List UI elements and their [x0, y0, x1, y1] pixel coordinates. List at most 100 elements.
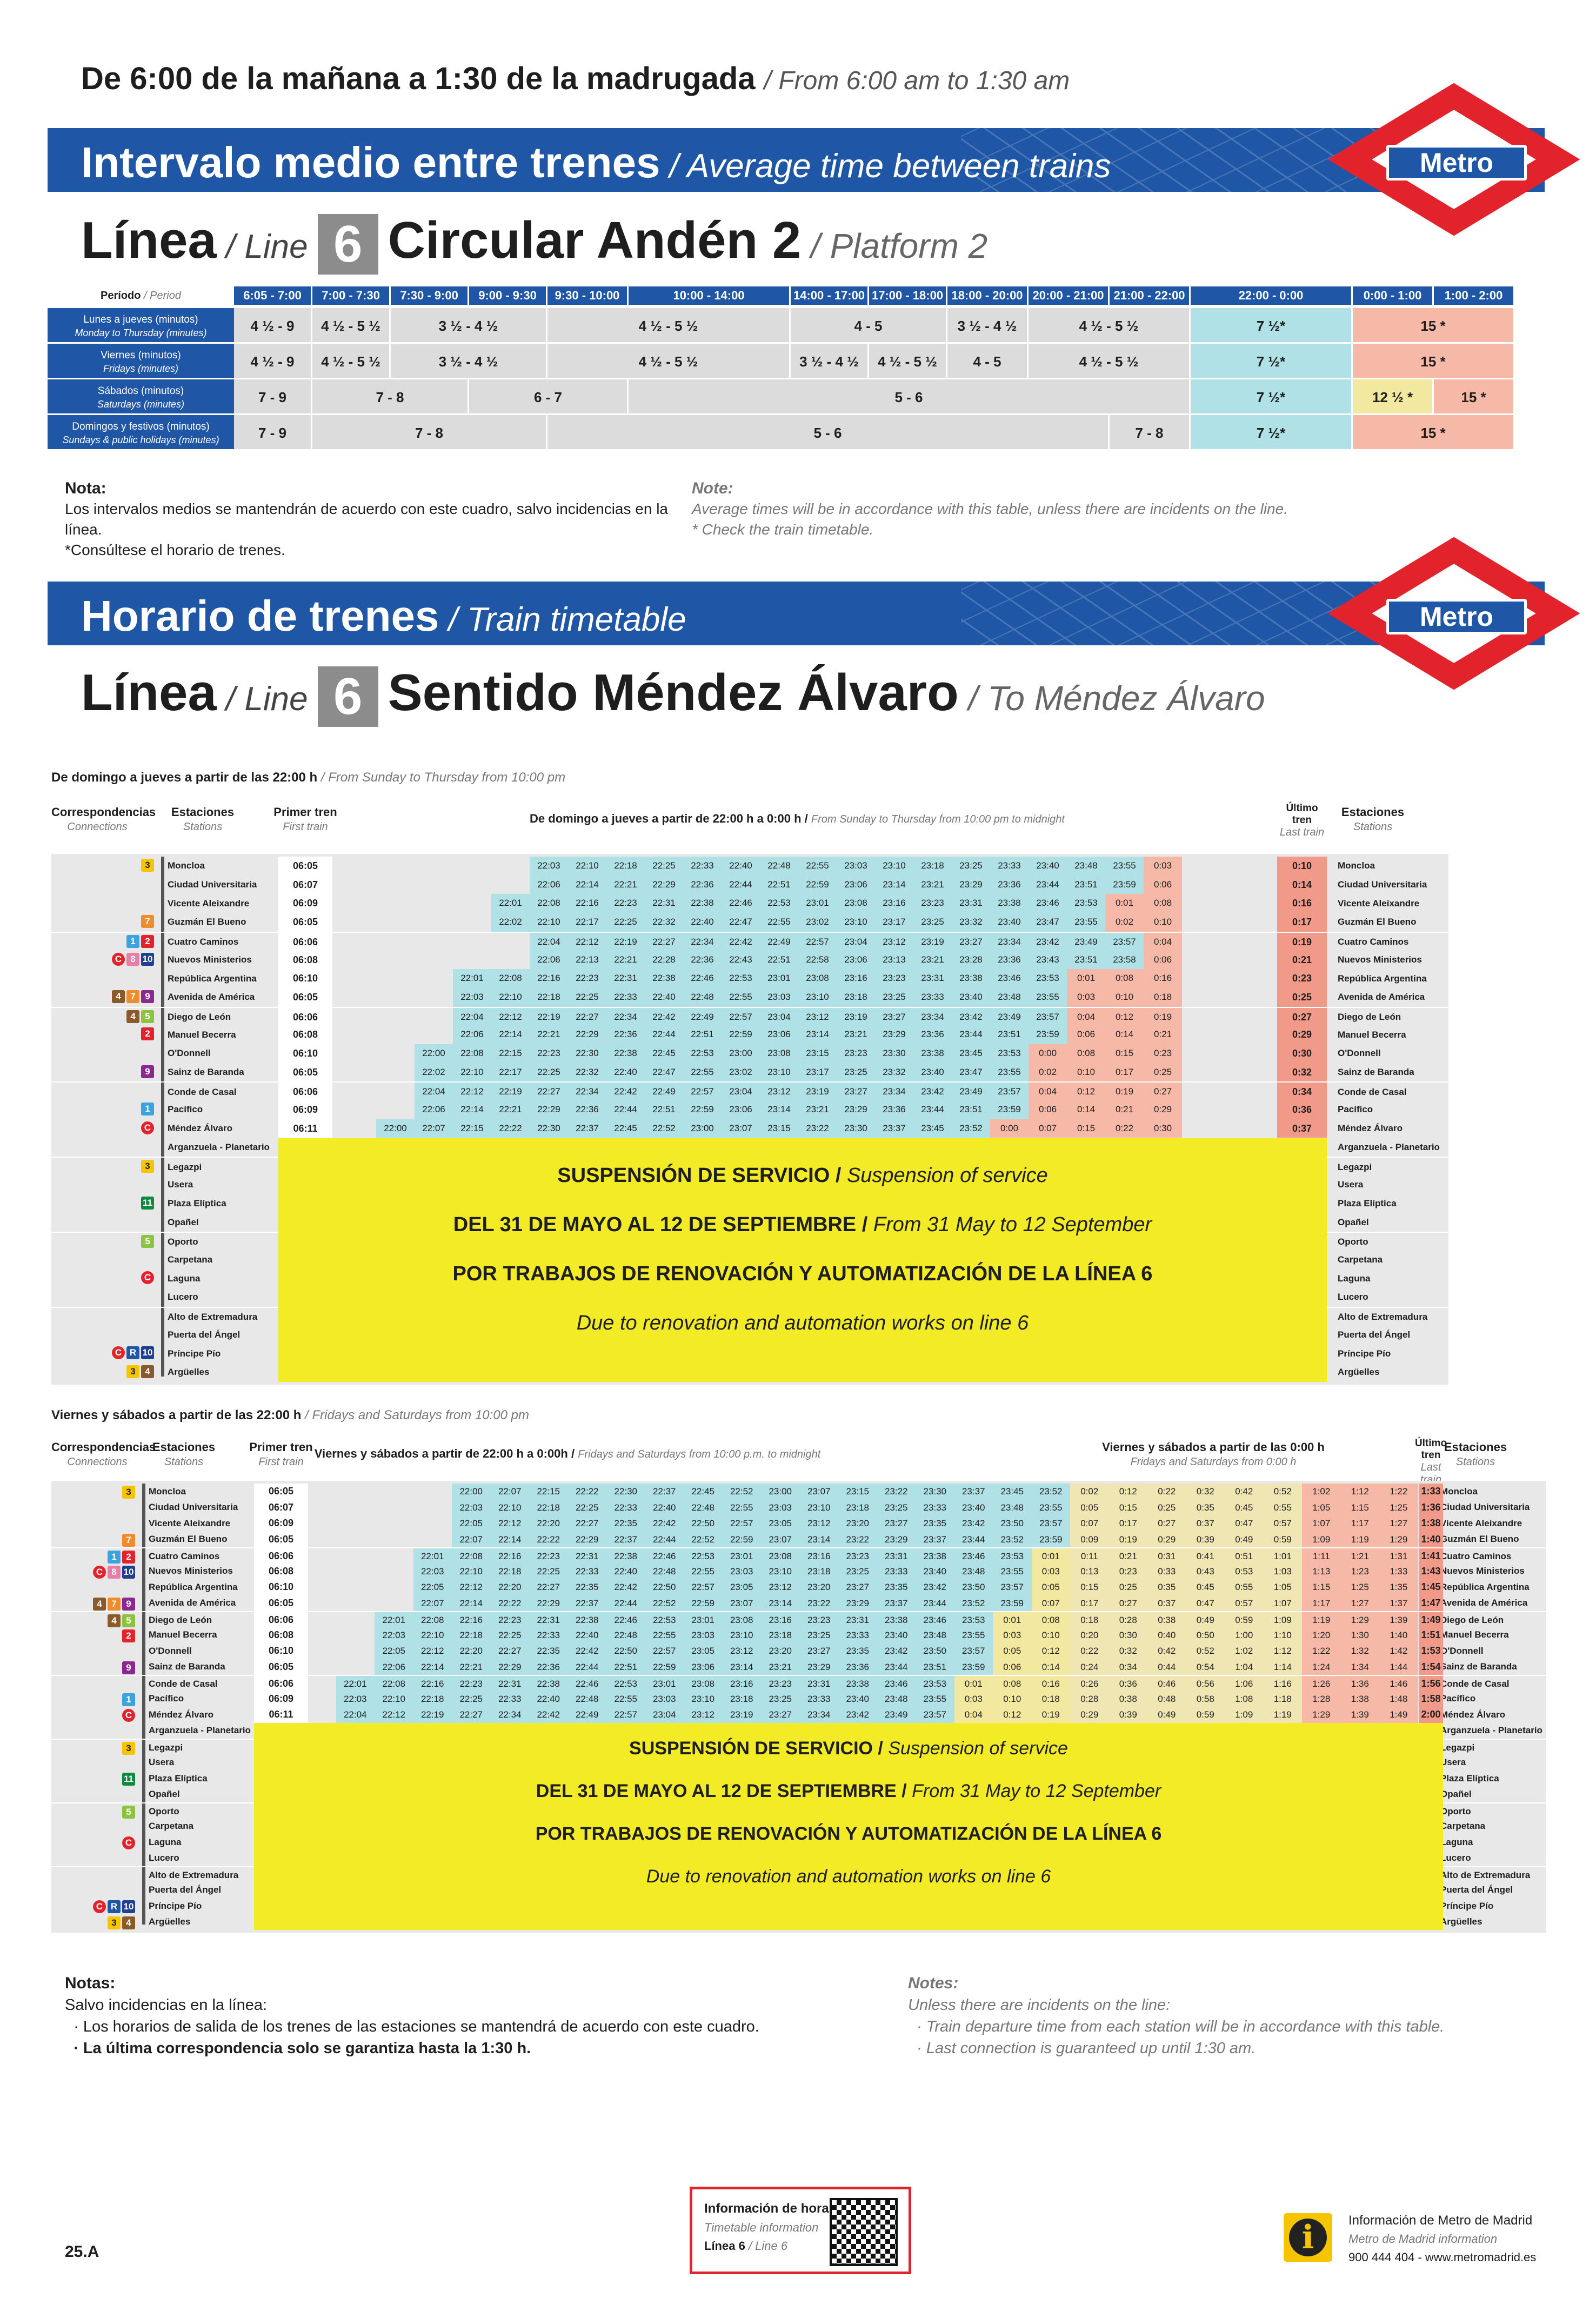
departure-time: 0:20	[1070, 1627, 1109, 1643]
station-name: Lucero	[149, 1853, 179, 1863]
departure-time: 22:05	[375, 1643, 413, 1659]
departure-time: 22:03	[375, 1627, 413, 1643]
station-name-right: Lucero	[1440, 1853, 1471, 1863]
departure-time: 23:01	[722, 1548, 761, 1565]
first-train-time: 06:05	[254, 1531, 308, 1547]
interval-note-line-en: * Check the train timetable.	[692, 521, 874, 538]
bottom-notes-title-en: Notes:	[908, 1974, 959, 1992]
departure-time: 23:52	[954, 1595, 993, 1611]
header-connections: Correspondencias Connections	[51, 1440, 156, 1468]
departure-time: 23:13	[875, 950, 913, 970]
departure-time: 1:22	[1379, 1484, 1418, 1500]
departure-time: 22:43	[722, 950, 760, 970]
departure-time: 0:28	[1070, 1691, 1109, 1707]
station-name-right: Ciudad Universitaria	[1338, 879, 1427, 890]
departure-time: 23:22	[799, 1595, 838, 1611]
departure-time: 23:21	[837, 1025, 875, 1044]
metro-contact[interactable]: 900 444 404 - www.metromadrid.es	[1348, 2250, 1537, 2264]
departure-time: 23:32	[875, 1063, 913, 1082]
direction-arrow-icon	[161, 857, 164, 1377]
departure-time: 1:28	[1302, 1691, 1341, 1707]
departure-time: 22:42	[606, 1579, 645, 1595]
interval-value: 7 ½*	[1191, 344, 1353, 379]
departure-time: 22:32	[568, 1063, 606, 1082]
departure-time: 23:55	[990, 1063, 1029, 1082]
interval-value: 3 ½ - 4 ½	[947, 308, 1029, 344]
departure-time: 23:38	[990, 894, 1029, 913]
departure-time: 1:07	[1302, 1515, 1341, 1532]
departure-time: 23:02	[798, 913, 837, 932]
departure-time: 22:47	[645, 1063, 683, 1082]
departure-time: 23:31	[952, 894, 990, 913]
departure-time: 22:20	[529, 1515, 568, 1532]
departure-time: 22:12	[568, 932, 606, 952]
departure-time: 23:08	[760, 1044, 798, 1063]
station-row: Puerta del Ángel Puerta del Ángel	[51, 1882, 1546, 1901]
connections: 2	[51, 1629, 135, 1642]
connections: C	[51, 1709, 135, 1722]
interval-value: 6 - 7	[469, 379, 629, 415]
departure-time: 22:20	[452, 1643, 491, 1659]
departure-time: 0:35	[1186, 1499, 1225, 1515]
departure-time: 23:04	[645, 1707, 684, 1723]
departure-time: 22:22	[567, 1484, 606, 1500]
departure-time: 23:22	[838, 1531, 877, 1547]
departure-time: 23:36	[838, 1659, 877, 1675]
departure-time: 0:56	[1186, 1676, 1225, 1692]
station-name: Sainz de Baranda	[149, 1661, 225, 1672]
station-row: Carpetana Carpetana	[51, 1819, 1546, 1838]
station-name-right: Diego de León	[1338, 1011, 1401, 1022]
station-row: 1 Pacífico Pacífico 06:09 22:03 22:10 22:18 22:…	[51, 1691, 1546, 1710]
station-name: Opañel	[168, 1217, 199, 1227]
station-name-right: Laguna	[1338, 1273, 1371, 1284]
connections: C 8 10	[51, 952, 154, 966]
station-name: Pacífico	[149, 1693, 184, 1704]
interval-value: 7 ½*	[1191, 415, 1353, 451]
station-row: 11 Plaza Elíptica Plaza Elíptica	[51, 1194, 1448, 1213]
departure-time: 23:05	[761, 1515, 800, 1532]
qr-code-icon[interactable]	[830, 2198, 898, 2266]
departure-time: 22:58	[798, 950, 837, 970]
station-name: Moncloa	[149, 1486, 186, 1497]
station-name-right: Plaza Elíptica	[1338, 1198, 1397, 1208]
station-name-right: Opañel	[1338, 1217, 1369, 1227]
departure-time: 23:53	[954, 1612, 993, 1628]
connection-4-icon: 4	[122, 1916, 135, 1929]
timetable-info-box[interactable]: Información de horarios Timetable inform…	[690, 2187, 911, 2274]
departure-time: 23:51	[990, 1025, 1029, 1044]
station-name-right: Guzmán El Bueno	[1440, 1534, 1519, 1545]
station-row: 9 Sainz de Baranda Sainz de Baranda 06:05 22…	[51, 1063, 1448, 1082]
first-train-time: 06:10	[254, 1643, 308, 1659]
departure-time: 23:59	[954, 1659, 993, 1675]
departure-time: 0:03	[1031, 1563, 1070, 1579]
direction-arrow-icon	[142, 1484, 145, 1925]
departure-time: 22:57	[683, 1083, 722, 1102]
departure-time: 23:33	[990, 857, 1029, 876]
departure-time: 22:31	[645, 894, 683, 913]
header-last-train: Último tren Last train	[1279, 803, 1325, 838]
departure-time: 1:27	[1379, 1515, 1418, 1532]
departure-time: 0:14	[1067, 1100, 1105, 1119]
station-name-right: Guzmán El Bueno	[1338, 917, 1417, 927]
station-name-right: Cuatro Caminos	[1338, 937, 1409, 947]
departure-time: 23:40	[913, 1063, 952, 1082]
interval-banner-subtitle: Average time between trains	[686, 148, 1111, 185]
departure-time: 1:19	[1263, 1707, 1302, 1723]
departure-time: 1:12	[1340, 1484, 1379, 1500]
departure-time: 1:19	[1340, 1531, 1379, 1547]
departure-time: 22:25	[490, 1627, 529, 1643]
departure-time: 23:53	[1029, 969, 1067, 988]
departure-time: 22:42	[529, 1707, 568, 1723]
departure-time: 22:13	[568, 950, 606, 970]
departure-time: 23:25	[761, 1691, 800, 1707]
connections: 11	[51, 1773, 135, 1786]
departure-time: 0:40	[1147, 1627, 1186, 1643]
connections: 2	[51, 1027, 154, 1041]
departure-time: 23:23	[799, 1612, 838, 1628]
departure-time: 22:55	[722, 987, 760, 1007]
interval-value: 15 *	[1353, 308, 1515, 344]
departure-time: 22:21	[491, 1100, 530, 1119]
connection-5-icon: 5	[122, 1806, 135, 1819]
connections: 11	[51, 1196, 154, 1210]
